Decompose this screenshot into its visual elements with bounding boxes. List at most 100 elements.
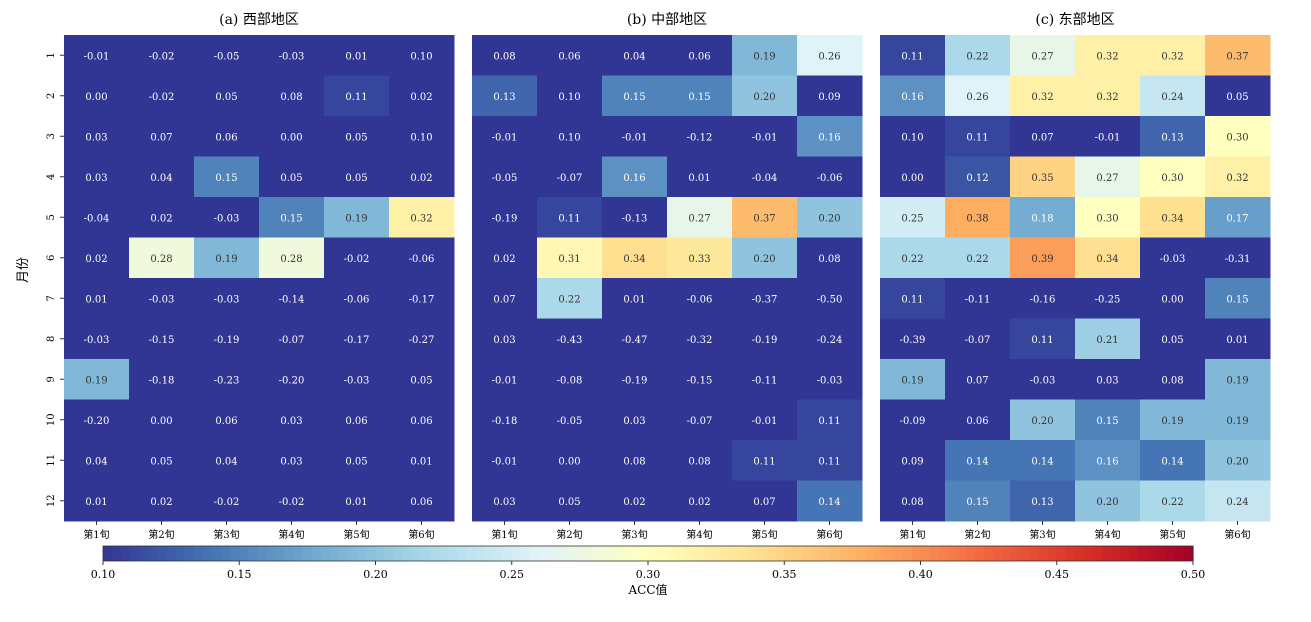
colorbar-segment (956, 546, 967, 561)
colorbar-segment (321, 546, 331, 561)
cell-value-label: -0.07 (279, 335, 305, 346)
cell-value-label: 0.10 (558, 132, 580, 143)
cell-value-label: 0.03 (85, 173, 107, 184)
colorbar-segment (112, 546, 122, 561)
heatmap-cell (667, 440, 733, 481)
cell-value-label: 0.28 (150, 254, 172, 265)
colorbar-segment (920, 546, 931, 561)
cell-value-label: -0.05 (492, 173, 518, 184)
cell-value-label: 0.24 (1161, 92, 1183, 103)
colorbar-label: ACC值 (627, 582, 667, 597)
heatmap-cell (945, 440, 1011, 481)
cell-value-label: 0.08 (493, 51, 515, 62)
heatmap-cell (1205, 278, 1271, 319)
heatmap-cell (472, 116, 538, 157)
cell-value-label: -0.01 (84, 51, 110, 62)
colorbar-segment (1093, 546, 1103, 561)
cell-value-label: 0.39 (1031, 254, 1053, 265)
cell-value-label: 0.26 (966, 92, 988, 103)
colorbar-segment (675, 546, 685, 561)
colorbar-segment (702, 546, 713, 561)
cell-value-label: -0.19 (492, 213, 518, 224)
cell-value-label: 0.16 (818, 132, 840, 143)
heatmap-cell (1140, 197, 1206, 238)
heatmap-cell (602, 359, 668, 400)
cell-value-label: -0.02 (279, 497, 305, 508)
cell-value-label: -0.06 (344, 294, 370, 305)
heatmap-cell (389, 197, 455, 238)
colorbar-segment (893, 546, 903, 561)
heatmap-cell (1010, 440, 1076, 481)
cell-value-label: -0.06 (409, 254, 435, 265)
heatmap-cell (880, 237, 946, 279)
cell-value-label: 0.25 (901, 213, 923, 224)
cell-value-label: -0.02 (149, 51, 175, 62)
cell-value-label: 0.19 (1226, 375, 1248, 386)
cell-value-label: 0.04 (215, 456, 237, 467)
cell-value-label: 0.02 (493, 254, 515, 265)
cell-value-label: 0.32 (1096, 92, 1118, 103)
heatmap-cell (129, 35, 195, 76)
cell-value-label: 0.08 (623, 456, 645, 467)
colorbar-segment (875, 546, 885, 561)
cell-value-label: 0.32 (1096, 51, 1118, 62)
cell-value-label: 0.19 (901, 375, 923, 386)
colorbar-segment (1074, 546, 1085, 561)
cell-value-label: 0.02 (410, 92, 432, 103)
colorbar-tick-label: 0.50 (1181, 568, 1206, 581)
cell-value-label: 0.05 (280, 173, 302, 184)
cell-value-label: 0.28 (280, 254, 302, 265)
heatmap-cell (389, 359, 455, 400)
cell-value-label: -0.16 (1030, 294, 1056, 305)
cell-value-label: 0.03 (493, 497, 515, 508)
colorbar-segment (793, 546, 804, 561)
heatmap-cell (732, 116, 798, 157)
cell-value-label: -0.03 (1030, 375, 1056, 386)
cell-value-label: 0.20 (753, 254, 775, 265)
cell-value-label: -0.01 (492, 132, 518, 143)
heatmap-cell (602, 75, 668, 117)
colorbar-segment (1047, 546, 1058, 561)
colorbar-segment (648, 546, 658, 561)
heatmap-cell (194, 116, 260, 157)
cell-value-label: 0.19 (1161, 416, 1183, 427)
cell-value-label: 0.02 (150, 497, 172, 508)
heatmap-cell (472, 197, 538, 238)
heatmap-cell (1075, 440, 1141, 481)
cell-value-label: 0.15 (688, 92, 710, 103)
colorbar-segment (938, 546, 949, 561)
x-tick-label: 第5旬 (343, 528, 369, 541)
colorbar-segment (766, 546, 776, 561)
cell-value-label: -0.14 (279, 294, 305, 305)
colorbar-segment (620, 546, 631, 561)
cell-value-label: 0.11 (818, 456, 840, 467)
colorbar-segment (666, 546, 676, 561)
cell-value-label: 0.15 (1096, 416, 1118, 427)
heatmap-cell (1075, 318, 1141, 360)
heatmap-cell (389, 75, 455, 117)
cell-value-label: 0.32 (1161, 51, 1183, 62)
heatmap-cell (537, 116, 603, 157)
colorbar-segment (121, 546, 131, 561)
cell-value-label: 0.10 (901, 132, 923, 143)
heatmap-cell (472, 318, 538, 360)
heatmap-cell (602, 278, 668, 319)
cell-value-label: 0.24 (1226, 497, 1248, 508)
heatmap-cell (472, 399, 538, 441)
cell-value-label: -0.15 (687, 375, 713, 386)
cell-value-label: -0.19 (214, 335, 240, 346)
colorbar-segment (711, 546, 722, 561)
cell-value-label: -0.50 (817, 294, 843, 305)
colorbar-segment (502, 546, 513, 561)
colorbar-segment (884, 546, 894, 561)
colorbar-segment (1111, 546, 1121, 561)
heatmap-cell (389, 440, 455, 481)
heatmap-cell (602, 318, 668, 360)
cell-value-label: 0.06 (215, 132, 237, 143)
cell-value-label: 0.01 (623, 294, 645, 305)
colorbar-segment (575, 546, 586, 561)
heatmap-cell (537, 480, 603, 522)
heatmap-cell (1010, 116, 1076, 157)
colorbar-segment (366, 546, 377, 561)
